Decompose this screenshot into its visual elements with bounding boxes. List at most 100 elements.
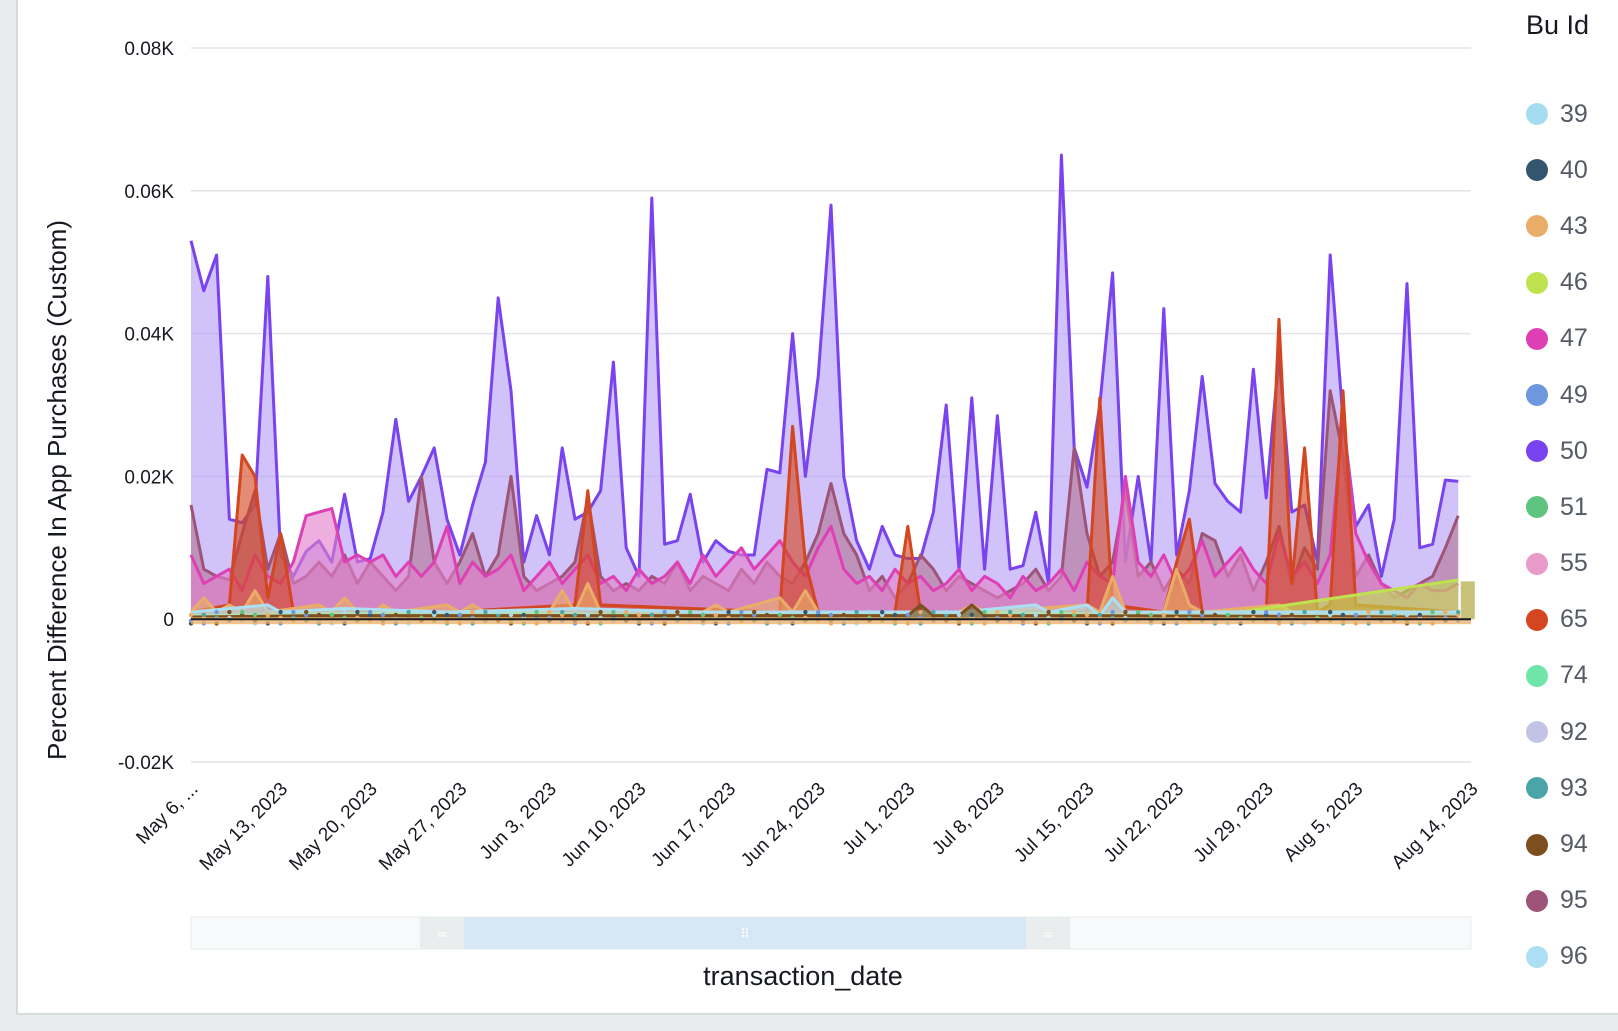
data-point	[470, 609, 475, 615]
data-point	[1264, 609, 1269, 615]
legend-item-65[interactable]: 65	[1526, 592, 1618, 648]
series-line-65[interactable]	[190, 317, 1459, 614]
data-point	[790, 609, 795, 615]
grip-icon: =	[1042, 927, 1054, 943]
data-point	[444, 612, 450, 618]
data-point	[432, 609, 437, 615]
data-point	[803, 609, 808, 615]
data-point	[1443, 609, 1448, 615]
legend-item-94[interactable]: 94	[1526, 816, 1618, 872]
legend-item-95[interactable]: 95	[1526, 873, 1618, 929]
legend-label: 93	[1560, 773, 1588, 802]
y-axis-label: Percent Difference In App Purchases (Cus…	[42, 220, 72, 760]
legend-swatch-icon	[1526, 215, 1548, 238]
legend-title: Bu Id	[1526, 10, 1590, 40]
legend-label: 95	[1560, 886, 1588, 915]
legend-item-43[interactable]: 43	[1526, 198, 1618, 254]
legend-item-50[interactable]: 50	[1526, 423, 1618, 479]
series-line-43[interactable]	[189, 567, 1459, 618]
legend-label: 74	[1560, 661, 1588, 690]
legend-item-51[interactable]: 51	[1526, 479, 1618, 535]
legend-label: 55	[1560, 549, 1588, 578]
legend-item-49[interactable]: 49	[1526, 367, 1618, 423]
legend-item-39[interactable]: 39	[1526, 86, 1618, 142]
data-point	[457, 612, 462, 618]
range-slider-selection[interactable]	[464, 917, 1026, 949]
data-point	[854, 609, 859, 615]
legend-item-96[interactable]: 96	[1526, 929, 1618, 985]
data-point	[662, 609, 667, 615]
data-point	[1097, 612, 1103, 618]
legend-item-40[interactable]: 40	[1526, 142, 1618, 198]
drag-grip-icon: ⠿	[740, 927, 750, 942]
x-tick-label: May 6, ...	[132, 779, 202, 849]
data-point	[1315, 609, 1320, 615]
data-point	[944, 609, 949, 615]
data-point	[1417, 612, 1423, 618]
legend-item-46[interactable]: 46	[1526, 255, 1618, 311]
data-point	[560, 609, 565, 615]
series-area-47[interactable]	[191, 419, 1459, 620]
data-point	[496, 609, 501, 615]
x-tick-label: Jun 24, 2023	[737, 779, 830, 872]
legend-item-55[interactable]: 55	[1526, 536, 1618, 592]
data-point	[1059, 609, 1064, 615]
legend-item-47[interactable]: 47	[1526, 311, 1618, 367]
series-line-50[interactable]	[189, 153, 1459, 585]
y-tick-label: -0.02K	[118, 753, 174, 774]
data-point	[329, 612, 334, 618]
data-point	[240, 609, 245, 615]
x-tick-label: May 13, 2023	[196, 779, 292, 875]
data-point	[1187, 609, 1192, 615]
legend-label: 47	[1560, 324, 1588, 353]
data-point	[572, 612, 578, 618]
y-tick-label: 0.08K	[124, 39, 174, 60]
legend-swatch-icon	[1526, 833, 1548, 856]
legend-swatch-icon	[1526, 159, 1548, 182]
legend-item-92[interactable]: 92	[1526, 704, 1618, 760]
series-area-96[interactable]	[191, 597, 1459, 620]
range-slider-left-handle[interactable]	[420, 917, 464, 949]
data-point	[624, 609, 629, 615]
legend-item-93[interactable]: 93	[1526, 760, 1618, 816]
legend-swatch-icon	[1526, 608, 1548, 631]
data-point	[816, 609, 821, 615]
data-point	[1136, 609, 1141, 615]
data-point	[1289, 612, 1295, 618]
data-point	[1072, 609, 1077, 615]
data-point	[1123, 609, 1128, 615]
series-line-47[interactable]	[189, 417, 1459, 600]
data-point	[969, 612, 974, 618]
x-axis-label: transaction_date	[703, 961, 903, 991]
range-slider-right-handle[interactable]	[1026, 917, 1070, 949]
data-point	[598, 609, 603, 615]
data-point	[611, 609, 616, 615]
data-point	[1379, 609, 1384, 615]
data-point	[547, 609, 552, 615]
legend-swatch-icon	[1526, 440, 1548, 463]
legend-label: 96	[1560, 942, 1588, 971]
data-point	[1302, 609, 1307, 615]
data-point	[700, 612, 706, 618]
data-point	[918, 609, 923, 615]
data-point	[1328, 609, 1333, 615]
data-point	[214, 609, 219, 615]
y-axis-tick-labels: 0.08K 0.06K 0.04K 0.02K 0 -0.02K	[118, 39, 174, 774]
data-point	[713, 612, 718, 618]
data-point	[1200, 609, 1205, 615]
data-point	[892, 612, 898, 618]
data-point	[304, 609, 309, 615]
legend-swatch-icon	[1526, 552, 1548, 575]
x-tick-label: Jun 17, 2023	[648, 779, 741, 872]
legend-swatch-icon	[1526, 271, 1548, 294]
x-tick-label: Jul 8, 2023	[928, 779, 1009, 860]
data-point	[1404, 612, 1410, 618]
data-point	[585, 612, 590, 618]
data-point	[1020, 612, 1026, 618]
series-areas[interactable]	[188, 153, 1475, 626]
legend-item-74[interactable]: 74	[1526, 648, 1618, 704]
range-slider[interactable]: = ⠿ =	[190, 916, 1472, 950]
legend[interactable]: 3940434647495051556574929394959697	[1526, 86, 1618, 996]
